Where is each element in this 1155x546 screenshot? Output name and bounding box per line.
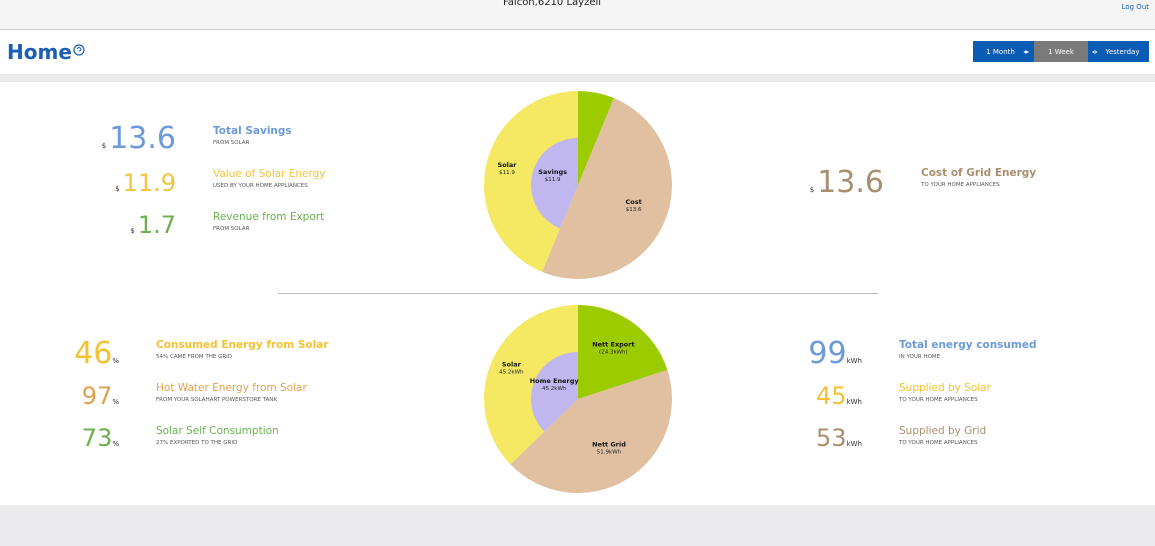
stat-title: Consumed Energy from Solar: [156, 339, 329, 351]
stat-subtitle: FROM YOUR SOLAHART POWERSTORE TANK: [156, 397, 277, 403]
currency: $: [102, 142, 106, 150]
inner-slice: [531, 138, 578, 229]
stat-value: 53kWh: [816, 424, 862, 452]
value: 1.7: [138, 211, 176, 239]
value: 97: [82, 382, 113, 410]
slice-name: Cost: [625, 198, 641, 206]
band: [0, 74, 1155, 82]
slice-label: $11.9: [499, 170, 515, 176]
slice-label: $11.9: [545, 177, 561, 183]
stat-title: Supplied by Grid: [899, 425, 986, 437]
unit: %: [112, 440, 119, 448]
currency: $: [130, 227, 134, 235]
slice-label: (24.3kWh): [599, 349, 628, 355]
inner-slice: [530, 351, 578, 432]
button-bg: [1088, 41, 1149, 62]
stat-value: $11.9: [115, 169, 176, 197]
stat-subtitle: FROM SOLAR: [213, 226, 250, 232]
unit: kWh: [847, 440, 862, 448]
stat-value: 45kWh: [816, 382, 862, 410]
currency: $: [810, 186, 814, 194]
value: 73: [82, 424, 113, 452]
location: Falcon,6210 Layzell: [503, 0, 601, 8]
button-bg: [1034, 41, 1088, 62]
range-button[interactable]: Yesterday: [1088, 41, 1149, 62]
stat-subtitle: 54% CAME FROM THE GRID: [156, 354, 232, 360]
slice-name: Savings: [538, 168, 567, 176]
unit: kWh: [847, 398, 862, 406]
stat-value: $13.6: [810, 165, 884, 200]
value: 45: [816, 382, 847, 410]
pie-slice: [542, 98, 672, 279]
range-button[interactable]: 1 Week: [1034, 41, 1088, 62]
arrow-icon: [1092, 50, 1098, 54]
stat-subtitle: 27% EXPORTED TO THE GRID: [156, 440, 237, 446]
button-label: Yesterday: [1105, 48, 1140, 56]
stat-title: Hot Water Energy from Solar: [156, 382, 307, 394]
slice-name: Solar: [502, 361, 522, 369]
unit: kWh: [847, 357, 862, 365]
range-button[interactable]: 1 Month: [973, 41, 1034, 62]
slice-name: Nett Grid: [592, 441, 626, 449]
value: 53: [816, 424, 847, 452]
button-label: 1 Month: [986, 48, 1015, 56]
value: 11.9: [123, 169, 176, 197]
slice-name: Solar: [498, 161, 518, 169]
stat-value: 99kWh: [808, 336, 862, 371]
stat-subtitle: FROM SOLAR: [213, 140, 250, 146]
stat-subtitle: TO YOUR HOME APPLIANCES: [920, 182, 1000, 188]
help-icon[interactable]: [73, 44, 85, 56]
pie-slice: [484, 91, 578, 272]
pie-slice: [578, 91, 614, 185]
unit: %: [112, 398, 119, 406]
logout-link[interactable]: Log Out: [1122, 3, 1150, 11]
stat-value: 73%: [82, 424, 120, 452]
pie-slice: [578, 305, 668, 399]
currency: $: [115, 185, 119, 193]
button-bg: [973, 41, 1034, 62]
stat-value: $13.6: [102, 121, 176, 156]
button-label: 1 Week: [1048, 48, 1075, 56]
pie-slice: [510, 370, 672, 493]
footer: [0, 505, 1155, 546]
stat-value: 46%: [74, 336, 119, 371]
stat-title: Total Savings: [213, 125, 292, 137]
pie-slice: [483, 305, 578, 465]
slice-label: $13.6: [626, 207, 642, 213]
slice-name: Nett Export: [592, 340, 634, 348]
stat-title: Value of Solar Energy: [213, 168, 326, 180]
header: [0, 30, 1155, 74]
stat-title: Supplied by Solar: [899, 382, 992, 394]
stat-value: 97%: [82, 382, 120, 410]
value: 46: [74, 336, 112, 371]
top-bar: [0, 0, 1155, 30]
stat-title: Total energy consumed: [899, 339, 1036, 351]
stat-subtitle: TO YOUR HOME APPLIANCES: [898, 440, 978, 446]
value: 13.6: [817, 165, 884, 200]
stat-subtitle: USED BY YOUR HOME APPLIANCES: [213, 183, 308, 189]
stat-subtitle: TO YOUR HOME APPLIANCES: [898, 397, 978, 403]
stat-title: Revenue from Export: [213, 211, 324, 223]
stat-subtitle: IN YOUR HOME: [899, 354, 941, 360]
slice-label: 45.2kWh: [542, 386, 567, 392]
slice-name: Home Energy: [530, 377, 580, 385]
slice-label: 45.2kWh: [499, 370, 524, 376]
stat-title: Solar Self Consumption: [156, 425, 279, 437]
stat-value: $1.7: [130, 211, 176, 239]
stat-title: Cost of Grid Energy: [921, 167, 1036, 179]
slice-label: 51.9kWh: [597, 450, 622, 456]
arrow-icon: [1023, 50, 1029, 54]
page-title: Home: [7, 40, 72, 64]
unit: %: [112, 357, 119, 365]
value: 13.6: [109, 121, 176, 156]
value: 99: [808, 336, 846, 371]
